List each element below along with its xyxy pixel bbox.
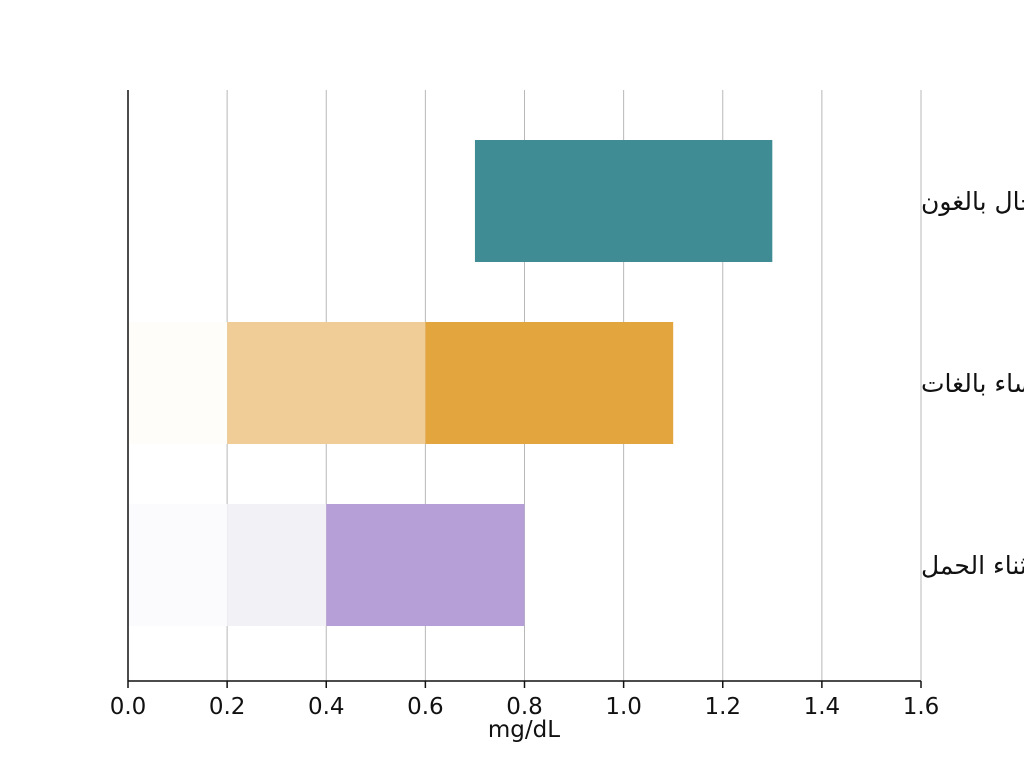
x-tick-label: 1.0 — [605, 694, 642, 720]
x-axis-label: mg/dL — [488, 717, 560, 743]
x-tick-label: 0.2 — [209, 694, 246, 720]
x-tick-label: 1.4 — [804, 694, 841, 720]
x-tick-label: 1.6 — [903, 694, 940, 720]
bar-segment — [128, 322, 228, 444]
category-label: رجال بالغون — [921, 187, 1024, 216]
x-tick-label: 0.8 — [506, 694, 543, 720]
bars — [128, 140, 773, 626]
bar-segment — [227, 322, 426, 444]
bar-segment — [326, 504, 525, 626]
x-tick-label: 0.0 — [110, 694, 147, 720]
x-tick-label: 0.6 — [407, 694, 444, 720]
bar-segment — [474, 140, 773, 262]
bar-segment — [128, 504, 228, 626]
x-tick-label: 1.2 — [704, 694, 741, 720]
category-labels: رجال بالغون نساء بالغات أثناء الحمل — [921, 187, 1024, 580]
x-ticks: 0.0 0.2 0.4 0.6 0.8 1.0 1.2 1.4 1.6 — [110, 681, 940, 720]
category-label: أثناء الحمل — [921, 548, 1024, 580]
bar-segment — [227, 504, 327, 626]
x-tick-label: 0.4 — [308, 694, 345, 720]
category-label: نساء بالغات — [921, 369, 1024, 398]
bar-segment — [425, 322, 674, 444]
